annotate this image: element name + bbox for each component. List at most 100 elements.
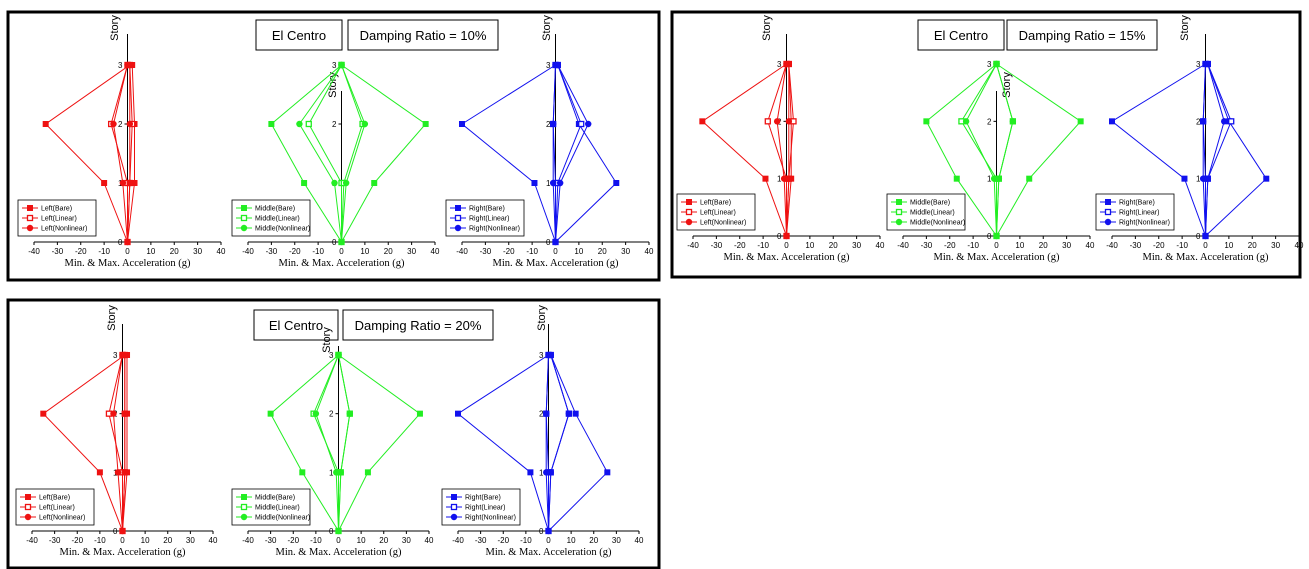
legend-marker	[1105, 199, 1111, 205]
legend-marker	[26, 214, 34, 222]
damping-label-box	[347, 19, 499, 51]
data-point	[371, 180, 378, 186]
x-tick-label: -10	[757, 241, 769, 250]
y-tick-label: 0	[546, 238, 551, 247]
data-point	[299, 469, 306, 476]
x-tick-label: -10	[526, 247, 538, 256]
x-axis-title: Min. & Max. Acceleration (g)	[276, 547, 402, 558]
series-min-line	[1202, 63, 1206, 237]
y-tick-label: 2	[987, 117, 992, 126]
legend-marker	[454, 214, 462, 222]
x-axis-title: Min. & Max. Acceleration (g)	[279, 258, 405, 269]
data-point	[993, 60, 1000, 68]
x-tick-label: 20	[1248, 241, 1257, 250]
x-tick-label: -40	[1106, 241, 1118, 250]
series-min-line	[965, 63, 997, 237]
x-tick-label: 0	[1203, 241, 1208, 250]
data-point	[337, 469, 344, 476]
x-tick-label: 0	[336, 536, 341, 545]
x-tick-label: -40	[242, 536, 254, 545]
legend-entry: Right(Bare)	[469, 206, 505, 213]
series-max-line	[555, 64, 589, 243]
y-tick-label: 3	[113, 351, 118, 360]
data-point	[119, 527, 126, 535]
x-tick-label: 0	[339, 247, 344, 256]
series-max-line	[341, 64, 366, 243]
series-max-line	[786, 64, 790, 237]
x-tick-label: 20	[170, 247, 179, 256]
data-point	[40, 410, 47, 417]
y-tick-label: 1	[546, 179, 551, 188]
x-tick-label: -20	[944, 241, 956, 250]
legend-entry: Left(Nonlinear)	[41, 226, 87, 233]
data-point	[953, 175, 960, 182]
series-max-line	[555, 64, 582, 243]
data-point	[121, 469, 128, 476]
damping-label: Damping Ratio = 20%	[355, 318, 482, 333]
data-point	[361, 120, 369, 128]
series-min-line	[44, 64, 131, 243]
x-tick-label: 0	[553, 247, 558, 256]
x-tick-label: 10	[1015, 241, 1024, 250]
x-tick-label: 30	[612, 536, 621, 545]
x-tick-label: -10	[98, 247, 110, 256]
data-point	[764, 118, 771, 125]
x-tick-label: 30	[402, 536, 411, 545]
data-point	[422, 121, 429, 127]
x-axis-title: Min. & Max. Acceleration (g)	[65, 258, 191, 269]
legend-marker	[25, 494, 31, 500]
legend-marker	[240, 513, 248, 521]
x-tick-label: 20	[163, 536, 172, 545]
y-tick-label: 1	[987, 175, 992, 184]
data-point	[121, 351, 128, 359]
x-tick-label: -20	[497, 536, 509, 545]
chart-panel-1: El Centro Damping Ratio = 10% -40 -30 -20 -10…	[6, 10, 661, 282]
x-tick-label: -30	[921, 241, 933, 250]
data-point	[131, 180, 138, 186]
series-max-line	[1205, 63, 1225, 237]
legend-entry: Left(Bare)	[39, 495, 70, 502]
series-min-line	[701, 63, 787, 237]
series-min-line	[298, 64, 342, 243]
data-point	[1204, 175, 1212, 182]
chart-panel-3: El Centro Damping Ratio = 20% -40 -30 -20 -10…	[6, 298, 661, 569]
series-min-line	[461, 64, 556, 243]
series-max-line	[338, 354, 351, 532]
y-tick-label: 0	[329, 527, 334, 536]
earthquake-label-box	[253, 309, 339, 341]
legend-marker	[451, 494, 457, 500]
data-point	[543, 410, 550, 417]
x-tick-label: 40	[209, 536, 218, 545]
series-min-line	[315, 354, 339, 532]
data-point	[333, 469, 340, 476]
x-axis-title: Min. & Max. Acceleration (g)	[60, 547, 186, 558]
data-point	[364, 469, 371, 476]
x-tick-label: -10	[312, 247, 324, 256]
y-tick-label: 2	[539, 410, 544, 419]
data-point	[1026, 175, 1033, 182]
subplot-right: -40 -30 -20 -10 0 10 20 30 40 0 1 2 3 Story Min. & Max…	[1095, 15, 1304, 263]
data-point	[416, 410, 423, 417]
legend-entry: Right(Linear)	[465, 505, 505, 512]
legend-marker	[450, 503, 458, 511]
legend-entry: Middle(Linear)	[255, 216, 300, 223]
data-point	[110, 410, 117, 417]
x-tick-label: -20	[1153, 241, 1165, 250]
data-point	[613, 180, 620, 186]
series-min-line	[960, 63, 997, 236]
x-tick-label: 40	[217, 247, 226, 256]
legend-entry: Left(Linear)	[39, 505, 75, 512]
data-point	[785, 118, 793, 125]
x-tick-label: -40	[242, 247, 254, 256]
data-point	[101, 180, 108, 186]
x-tick-label: 40	[876, 241, 885, 250]
x-tick-label: -20	[503, 247, 515, 256]
y-axis-title: Story	[761, 15, 773, 41]
data-point	[552, 238, 559, 246]
data-point	[549, 179, 557, 187]
series-max-line	[555, 64, 617, 243]
data-point	[126, 179, 134, 187]
x-tick-label: 30	[852, 241, 861, 250]
